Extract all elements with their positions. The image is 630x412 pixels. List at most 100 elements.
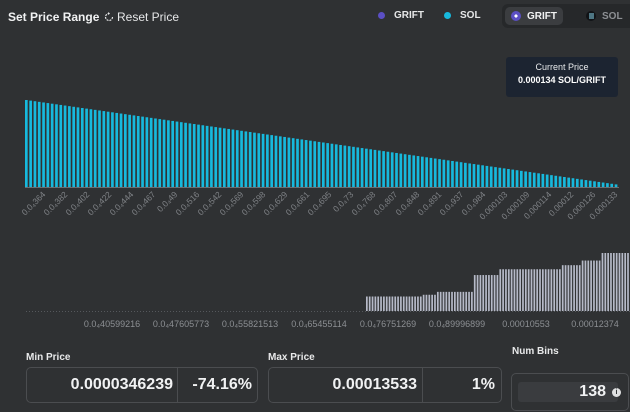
- range-bar: [539, 269, 541, 311]
- liquidity-bar: [597, 181, 601, 187]
- range-bar: [510, 269, 513, 311]
- liquidity-bar: [446, 160, 450, 187]
- liquidity-bar: [377, 150, 381, 187]
- range-bar: [366, 296, 368, 311]
- toggle-grift-label: GRIFT: [527, 10, 557, 22]
- range-tick-label: 0.0₄55821513: [222, 319, 278, 329]
- liquidity-bar: [451, 160, 454, 187]
- range-bar: [578, 265, 581, 311]
- liquidity-bar: [132, 115, 136, 187]
- liquidity-bar: [37, 101, 41, 187]
- range-bar: [368, 296, 371, 311]
- liquidity-bar: [567, 177, 571, 187]
- grift-token-icon: [511, 11, 521, 21]
- toggle-sol[interactable]: SOL: [580, 7, 629, 25]
- liquidity-bar: [119, 113, 123, 187]
- liquidity-bar: [563, 177, 566, 187]
- liquidity-bar: [287, 137, 291, 187]
- liquidity-bar: [459, 162, 463, 187]
- liquidity-bar: [429, 157, 433, 187]
- liquidity-bar: [433, 158, 437, 187]
- range-bar: [559, 269, 561, 311]
- liquidity-bar: [201, 125, 205, 187]
- liquidity-bar: [227, 128, 230, 187]
- liquidity-bar: [403, 154, 407, 187]
- liquidity-bar: [25, 100, 28, 187]
- range-bar: [388, 296, 391, 311]
- range-bar: [374, 296, 377, 311]
- legend-grift: GRIFT: [378, 10, 424, 21]
- range-bar: [485, 275, 487, 311]
- liquidity-bar: [266, 134, 269, 187]
- liquidity-bar: [386, 151, 390, 187]
- liquidity-bar: [89, 109, 93, 187]
- range-bar: [550, 269, 553, 311]
- liquidity-bar: [481, 165, 484, 187]
- liquidity-bar: [270, 135, 274, 187]
- liquidity-bar: [369, 149, 373, 187]
- range-bar: [402, 296, 405, 311]
- range-bar: [621, 253, 624, 311]
- range-bar: [454, 291, 456, 311]
- max-price-box: 0.00013533 1%: [268, 367, 502, 403]
- info-icon[interactable]: i: [612, 388, 621, 397]
- min-price-percent[interactable]: -74.16%: [192, 376, 252, 393]
- legend-sol-label: SOL: [460, 10, 481, 21]
- toggle-grift[interactable]: GRIFT: [505, 7, 563, 25]
- token-toggle: GRIFT SOL: [502, 4, 630, 28]
- page-title: Set Price Range: [8, 10, 100, 24]
- range-bar: [522, 269, 524, 311]
- range-bar: [553, 269, 556, 311]
- range-bar: [428, 294, 431, 311]
- liquidity-bar: [111, 112, 114, 187]
- liquidity-bar: [29, 100, 32, 187]
- range-tick-label: 0.00012374: [571, 319, 619, 329]
- x-tick-label: 0.0₄695: [306, 189, 334, 217]
- range-bar: [462, 291, 465, 311]
- liquidity-bar: [42, 102, 45, 187]
- liquidity-bar: [85, 108, 88, 187]
- liquidity-bar: [421, 156, 424, 187]
- range-bar: [502, 269, 504, 311]
- num-bins-label: Num Bins: [512, 346, 559, 357]
- liquidity-bar: [205, 125, 209, 187]
- refresh-icon: [104, 12, 114, 22]
- liquidity-bar: [412, 155, 416, 187]
- liquidity-bar: [339, 144, 342, 187]
- liquidity-bar: [476, 164, 480, 187]
- liquidity-bar: [507, 168, 510, 187]
- range-bar: [459, 291, 462, 311]
- liquidity-bar: [128, 114, 131, 187]
- liquidity-bar: [274, 135, 278, 187]
- num-bins-input[interactable]: 138: [579, 383, 606, 400]
- max-price-input[interactable]: 0.00013533: [332, 376, 417, 393]
- liquidity-bar: [261, 133, 265, 187]
- range-bar: [371, 296, 374, 311]
- min-price-input[interactable]: 0.0000346239: [70, 376, 173, 393]
- liquidity-bar: [399, 153, 403, 187]
- range-bar: [595, 260, 598, 311]
- liquidity-bar: [584, 180, 588, 187]
- liquidity-bar: [171, 120, 175, 187]
- liquidity-bar: [304, 140, 308, 187]
- price-range-histogram[interactable]: 0.0₄40599216 0.0₄47605773 0.0₄55821513 0.0₄…: [0, 245, 630, 340]
- liquidity-bar: [343, 145, 347, 187]
- liquidity-bar: [59, 104, 63, 187]
- reset-price-button[interactable]: Reset Price: [104, 10, 179, 24]
- liquidity-bar: [188, 123, 192, 187]
- range-bar: [377, 296, 380, 311]
- max-price-percent[interactable]: 1%: [471, 376, 495, 393]
- liquidity-bar: [455, 161, 459, 187]
- range-bar: [624, 253, 627, 311]
- liquidity-bar: [580, 179, 583, 187]
- range-tick-label: 0.0₄76751269: [360, 319, 416, 329]
- liquidity-bar: [489, 166, 493, 187]
- range-bar: [442, 291, 445, 311]
- liquidity-bar: [257, 133, 261, 187]
- range-bar: [598, 260, 601, 311]
- range-bar: [493, 275, 496, 311]
- sol-token-icon: [586, 11, 596, 21]
- range-bar: [397, 296, 399, 311]
- liquidity-bar: [115, 112, 119, 187]
- liquidity-bar: [179, 122, 183, 187]
